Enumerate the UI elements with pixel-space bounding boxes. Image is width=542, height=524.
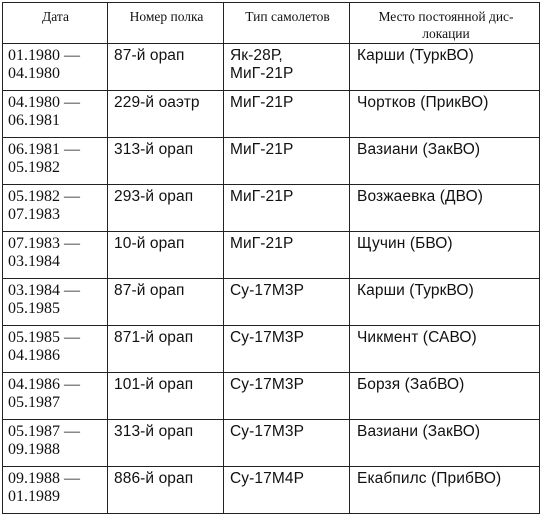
table-header-row: Дата Номер полка Тип самолетов Место пос… (2, 2, 540, 44)
location-cell: Карши (ТуркВО) (349, 278, 540, 326)
regiment-cell: 313-й орап (107, 137, 224, 185)
aircraft-cell: МиГ-21Р (223, 184, 350, 232)
header-aircraft: Тип самолетов (223, 2, 350, 44)
table-row: 03.1984 —05.1985 87-й орап Су-17М3Р Карши (… (2, 278, 540, 326)
date-cell: 05.1987 —09.1988 (2, 419, 108, 467)
date-to: 04.1980 (8, 65, 60, 82)
date-to: 01.1989 (8, 488, 60, 505)
date-from: 05.1982 — (8, 188, 80, 205)
regiment-cell: 87-й орап (107, 278, 224, 326)
header-location: Место постоянной дис- локации (349, 2, 540, 44)
date-from: 04.1986 — (8, 376, 80, 393)
header-regiment: Номер полка (107, 2, 224, 44)
date-from: 03.1984 — (8, 282, 80, 299)
date-to: 05.1987 (8, 394, 60, 411)
regiment-cell: 313-й орап (107, 419, 224, 467)
location-cell: Борзя (ЗабВО) (349, 372, 540, 420)
date-from: 09.1988 — (8, 470, 80, 487)
aircraft-cell: МиГ-21Р (223, 137, 350, 185)
date-cell: 06.1981 —05.1982 (2, 137, 108, 185)
date-cell: 09.1988 —01.1989 (2, 466, 108, 514)
regiment-cell: 87-й орап (107, 43, 224, 91)
date-cell: 01.1980 —04.1980 (2, 43, 108, 91)
date-cell: 04.1986 —05.1987 (2, 372, 108, 420)
table-row: 07.1983 —03.1984 10-й орап МиГ-21Р Щучин (Б… (2, 231, 540, 279)
regiment-cell: 101-й орап (107, 372, 224, 420)
date-cell: 03.1984 —05.1985 (2, 278, 108, 326)
aircraft-cell: Су-17М3Р (223, 325, 350, 373)
location-cell: Вазиани (ЗакВО) (349, 137, 540, 185)
date-to: 05.1982 (8, 159, 60, 176)
date-from: 07.1983 — (8, 235, 80, 252)
date-to: 05.1985 (8, 300, 60, 317)
table-row: 05.1985 —04.1986 871-й орап Су-17М3Р Чикмен… (2, 325, 540, 373)
aircraft-cell: МиГ-21Р (223, 90, 350, 138)
aircraft-cell: Су-17М3Р (223, 419, 350, 467)
regiment-cell: 10-й орап (107, 231, 224, 279)
date-to: 06.1981 (8, 112, 60, 129)
table-row: 04.1980 —06.1981 229-й оаэтр МиГ-21Р Чортко… (2, 90, 540, 138)
date-cell: 05.1985 —04.1986 (2, 325, 108, 373)
location-cell: Карши (ТуркВО) (349, 43, 540, 91)
regiment-cell: 229-й оаэтр (107, 90, 224, 138)
deployment-table: Дата Номер полка Тип самолетов Место пос… (2, 2, 540, 514)
date-cell: 04.1980 —06.1981 (2, 90, 108, 138)
location-cell: Щучин (БВО) (349, 231, 540, 279)
table-row: 01.1980 —04.1980 87-й орап Як-28Р, МиГ-21Р… (2, 43, 540, 91)
location-cell: Чортков (ПрикВО) (349, 90, 540, 138)
date-cell: 07.1983 —03.1984 (2, 231, 108, 279)
date-from: 01.1980 — (8, 47, 80, 64)
regiment-cell: 293-й орап (107, 184, 224, 232)
date-to: 03.1984 (8, 253, 60, 270)
location-cell: Возжаевка (ДВО) (349, 184, 540, 232)
date-to: 07.1983 (8, 206, 60, 223)
table-row: 09.1988 —01.1989 886-й орап Су-17М4Р Екабпи… (2, 466, 540, 514)
aircraft-cell: Су-17М3Р (223, 372, 350, 420)
date-from: 06.1981 — (8, 141, 80, 158)
table-body: 01.1980 —04.1980 87-й орап Як-28Р, МиГ-21Р… (2, 43, 540, 514)
location-cell: Екабпилс (ПрибВО) (349, 466, 540, 514)
date-cell: 05.1982 —07.1983 (2, 184, 108, 232)
date-to: 09.1988 (8, 441, 60, 458)
location-cell: Чикмент (САВО) (349, 325, 540, 373)
table-row: 04.1986 —05.1987 101-й орап Су-17М3Р Борзя … (2, 372, 540, 420)
date-from: 05.1985 — (8, 329, 80, 346)
date-to: 04.1986 (8, 347, 60, 364)
date-from: 05.1987 — (8, 423, 80, 440)
table-row: 06.1981 —05.1982 313-й орап МиГ-21Р Вазиани… (2, 137, 540, 185)
date-from: 04.1980 — (8, 94, 80, 111)
aircraft-cell: Су-17М4Р (223, 466, 350, 514)
location-cell: Вазиани (ЗакВО) (349, 419, 540, 467)
header-date: Дата (2, 2, 108, 44)
table-row: 05.1982 —07.1983 293-й орап МиГ-21Р Возжаев… (2, 184, 540, 232)
aircraft-cell: Як-28Р, МиГ-21Р (223, 43, 350, 91)
regiment-cell: 886-й орап (107, 466, 224, 514)
aircraft-cell: Су-17М3Р (223, 278, 350, 326)
table-row: 05.1987 —09.1988 313-й орап Су-17М3Р Вазиан… (2, 419, 540, 467)
aircraft-cell: МиГ-21Р (223, 231, 350, 279)
regiment-cell: 871-й орап (107, 325, 224, 373)
